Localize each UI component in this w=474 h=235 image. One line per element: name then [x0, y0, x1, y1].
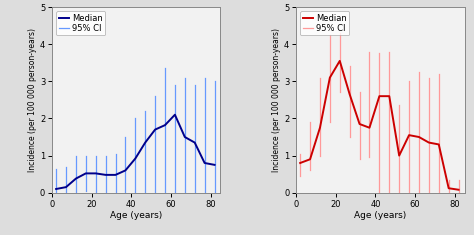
X-axis label: Age (years): Age (years) — [354, 212, 407, 220]
Legend: Median, 95% CI: Median, 95% CI — [301, 11, 349, 35]
X-axis label: Age (years): Age (years) — [110, 212, 163, 220]
Legend: Median, 95% CI: Median, 95% CI — [56, 11, 105, 35]
Y-axis label: Incidence (per 100 000 person-years): Incidence (per 100 000 person-years) — [28, 28, 37, 172]
Y-axis label: Incidence (per 100 000 person-years): Incidence (per 100 000 person-years) — [272, 28, 281, 172]
